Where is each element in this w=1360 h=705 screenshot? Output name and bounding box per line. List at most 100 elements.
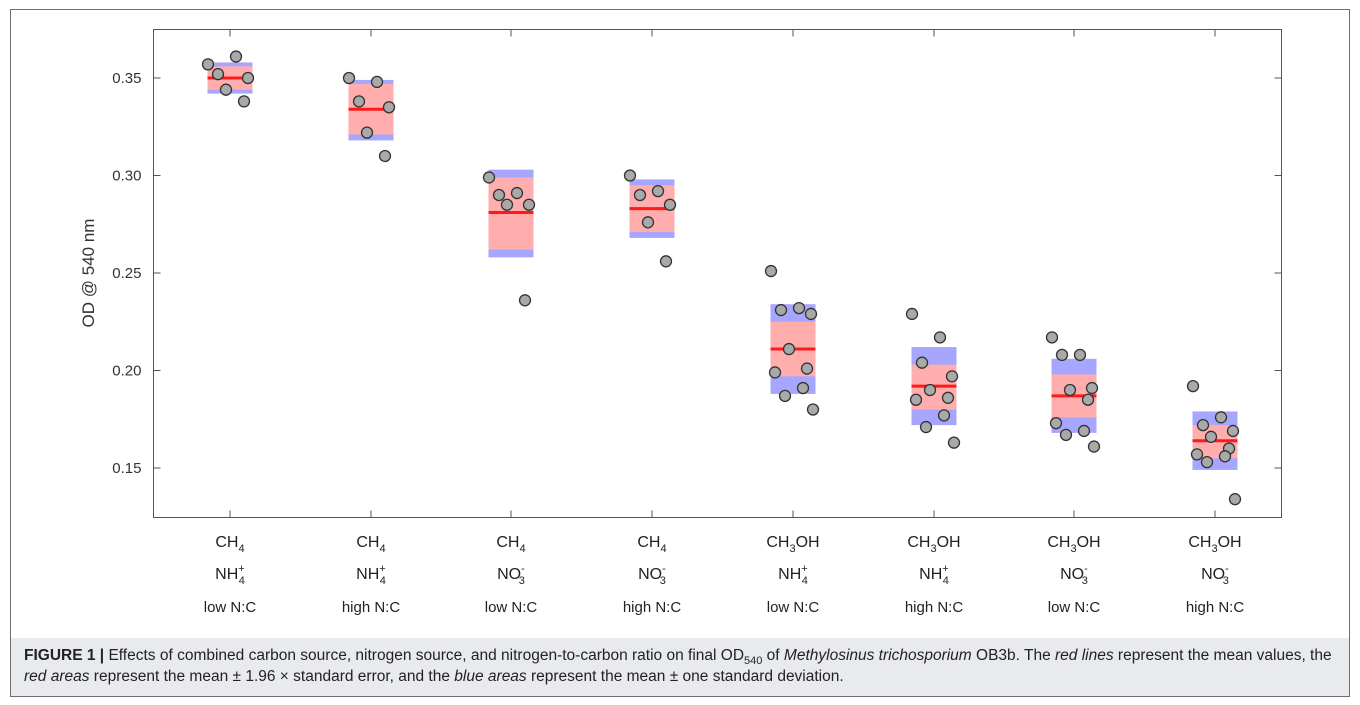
chart-group [1186,29,1242,518]
data-point [663,198,677,211]
chart-group [201,29,255,518]
x-label-ratio: high N:C [342,599,401,616]
chart-groups [201,29,1242,518]
y-tick-label: 0.25 [112,265,141,282]
data-point [1081,393,1095,406]
data-point [782,342,796,356]
data-point [229,50,243,63]
data-point [201,58,215,71]
chart-group [482,29,536,518]
od540-chart: 0.15 0.20 0.25 0.30 0.35 CH4 NH+ 4 low N:C CH4 NH… [79,29,1282,616]
data-point [352,95,366,108]
data-point [659,255,673,268]
caption-blue-areas: blue areas [454,668,527,685]
data-point [933,331,947,344]
data-point [1228,493,1242,506]
data-point [623,169,637,182]
x-label-nitrogen-source: NH+ 4 [778,563,808,587]
data-point [378,149,392,163]
data-point [1045,331,1059,344]
data-point [522,198,536,211]
data-point [633,188,647,202]
data-point [768,366,782,379]
x-label-ratio: low N:C [1048,599,1101,616]
data-point [482,171,496,184]
y-tick-label: 0.35 [112,70,141,87]
data-point [1214,411,1228,424]
caption-subscript-540: 540 [744,655,763,668]
x-label-ratio: high N:C [623,599,682,616]
data-point [804,307,818,321]
data-point [241,71,255,85]
x-label-nitrogen-source: NH+ 4 [919,563,949,587]
data-point [919,420,933,434]
data-point [937,409,951,422]
data-point [1085,381,1099,395]
data-point [792,301,806,315]
data-point [778,389,792,403]
data-point [915,356,929,369]
chart-group [764,29,820,518]
x-label-ratio: low N:C [204,599,257,616]
data-point [1226,424,1240,438]
data-point [774,303,788,317]
data-point [923,383,937,397]
chart-group [342,29,396,518]
data-point [641,216,655,229]
x-axis-labels: CH4 NH+ 4 low N:C CH4 NH+ 4 high N:C CH4 NO-3 low … [204,534,1245,616]
x-label-nitrogen-source: NO-3 [1060,563,1088,587]
figure-caption: FIGURE 1 | Effects of combined carbon so… [24,645,1344,687]
y-axis: 0.15 0.20 0.25 0.30 0.35 [112,70,1282,477]
x-label-nitrogen-source: NO-3 [497,563,525,587]
x-label-ratio: high N:C [1186,599,1245,616]
data-point [492,188,506,202]
data-point [211,67,225,81]
caption-text-5: represent the mean ± 1.96 × standard err… [89,668,455,685]
data-point [1049,416,1063,430]
data-point [909,393,923,406]
x-label-carbon-source: CH4 [356,534,385,555]
data-point [237,95,251,108]
caption-band [11,638,1349,696]
caption-text-1: Effects of combined carbon source, nitro… [104,647,745,664]
data-point [342,71,356,85]
chart-group [623,29,677,518]
x-label-carbon-source: CH3OH [907,534,960,555]
x-label-nitrogen-source: NO-3 [638,563,666,587]
data-point [219,83,233,96]
data-point [1059,428,1073,442]
x-label-ratio: low N:C [485,599,538,616]
x-label-nitrogen-source: NH+ 4 [356,563,386,587]
caption-species: Methylosinus trichosporium [783,647,972,664]
data-point [764,264,778,278]
plot-area [153,29,1282,518]
x-label-ratio: low N:C [767,599,820,616]
x-label-carbon-source: CH3OH [1188,534,1241,555]
data-point [800,362,814,375]
x-label-carbon-source: CH3OH [1047,534,1100,555]
data-point [1077,424,1091,438]
data-point [1073,348,1087,362]
data-point [1055,348,1069,362]
data-point [1190,448,1204,461]
data-point [1204,430,1218,443]
data-point [1196,418,1210,432]
data-point [360,126,374,139]
caption-text-6: represent the mean ± one standard deviat… [526,668,844,685]
data-point [651,184,665,198]
x-label-nitrogen-source: NO-3 [1201,563,1229,587]
data-point [796,381,810,395]
chart-group [905,29,961,518]
data-point [947,436,961,449]
caption-red-areas: red areas [24,668,90,685]
data-point [1200,455,1214,469]
x-label-carbon-source: CH3OH [766,534,819,555]
caption-text-4: represent the mean values, the [1113,647,1332,664]
caption-label: FIGURE 1 | [24,647,105,664]
y-tick-label: 0.15 [112,460,141,477]
y-tick-label: 0.20 [112,363,141,380]
figure-frame [10,9,1350,697]
x-label-ratio: high N:C [905,599,964,616]
data-point [1186,379,1200,393]
data-point [518,294,532,307]
